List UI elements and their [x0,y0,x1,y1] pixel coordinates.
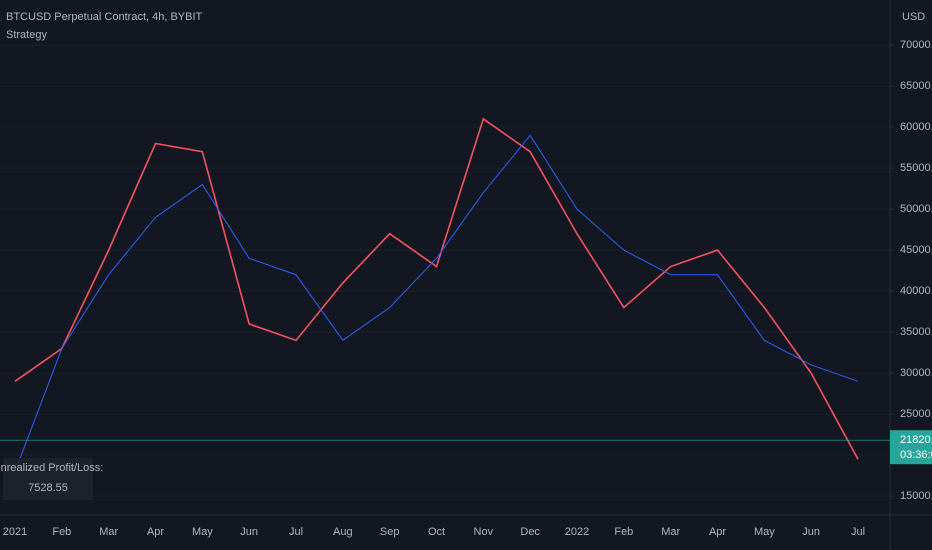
price-line [14,117,859,460]
x-tick-label: Mar [661,526,680,538]
y-tick-label: 55000.0 [900,162,932,174]
x-tick-label: 2021 [3,526,27,538]
x-tick-label: Dec [520,526,540,538]
y-tick-label: 70000.0 [900,39,932,51]
x-tick-label: 2022 [565,526,589,538]
x-tick-label: Nov [474,526,494,538]
x-tick-label: Mar [99,526,118,538]
y-tick-label: 65000.0 [900,80,932,92]
x-tick-label: Apr [709,526,726,538]
chart-subtitle: Strategy [6,29,47,41]
x-tick-label: Feb [614,526,633,538]
x-tick-label: Sep [380,526,400,538]
last-price-label: 21820.0 [900,434,932,446]
x-tick-label: Apr [147,526,164,538]
last-price-box [890,430,932,465]
chart-title: BTCUSD Perpetual Contract, 4h, BYBIT [6,11,203,23]
pnl-label: Unrealized Profit/Loss: [0,462,103,474]
pnl-value: 7528.55 [28,482,68,494]
y-tick-label: 45000.0 [900,244,932,256]
y-tick-label: 35000.0 [900,326,932,338]
x-tick-label: Aug [333,526,353,538]
x-tick-label: Jun [802,526,820,538]
countdown: 03:36:06 [900,449,932,461]
x-tick-label: Jul [289,526,303,538]
y-tick-label: 25000.0 [900,408,932,420]
x-tick-label: Jul [851,526,865,538]
y-tick-label: 50000.0 [900,203,932,215]
price-line [14,134,859,472]
y-tick-label: 60000.0 [900,121,932,133]
y-tick-label: 40000.0 [900,285,932,297]
x-tick-label: May [754,526,775,538]
pnl-box [3,458,93,500]
y-tick-label: 15000.0 [900,490,932,502]
y-tick-label: 30000.0 [900,367,932,379]
x-tick-label: May [192,526,213,538]
x-tick-label: Feb [52,526,71,538]
x-tick-label: Oct [428,526,445,538]
y-axis-label: USD [902,11,925,23]
x-tick-label: Jun [240,526,258,538]
